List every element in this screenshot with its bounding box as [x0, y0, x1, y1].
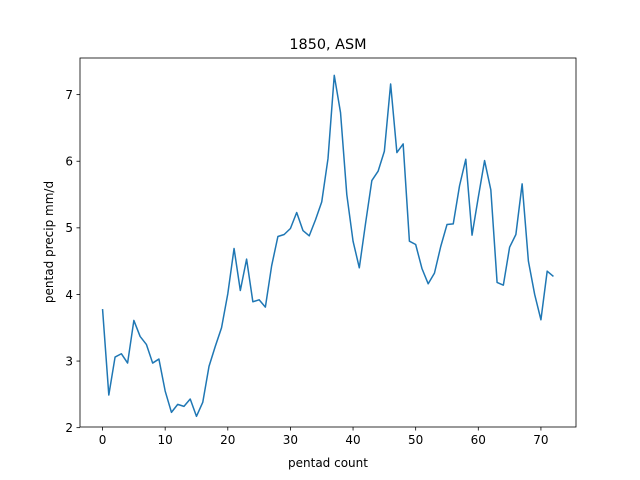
y-axis-label: pentad precip mm/d: [42, 181, 56, 303]
y-tick-label: 2: [65, 421, 73, 435]
x-tick-label: 30: [283, 433, 298, 447]
series-line: [101, 74, 554, 418]
chart-title: 1850, ASM: [289, 37, 366, 53]
x-tick-label: 10: [158, 433, 173, 447]
x-tick-label: 70: [533, 433, 548, 447]
y-tick-label: 4: [65, 288, 73, 302]
x-tick-label: 50: [408, 433, 423, 447]
x-tick-label: 40: [345, 433, 360, 447]
y-tick-label: 5: [65, 221, 73, 235]
x-tick-label: 0: [99, 433, 107, 447]
axis-ticks: 0 10 20 30 40 50 60 70 2 3 4 5 6 7: [65, 88, 548, 447]
plot-area: [101, 74, 554, 418]
x-axis-label: pentad count: [288, 456, 368, 470]
y-tick-label: 6: [65, 155, 73, 169]
y-tick-label: 3: [65, 354, 73, 368]
x-tick-label: 60: [471, 433, 486, 447]
y-tick-label: 7: [65, 88, 73, 102]
axes-frame: [79, 57, 577, 428]
x-tick-label: 20: [220, 433, 235, 447]
